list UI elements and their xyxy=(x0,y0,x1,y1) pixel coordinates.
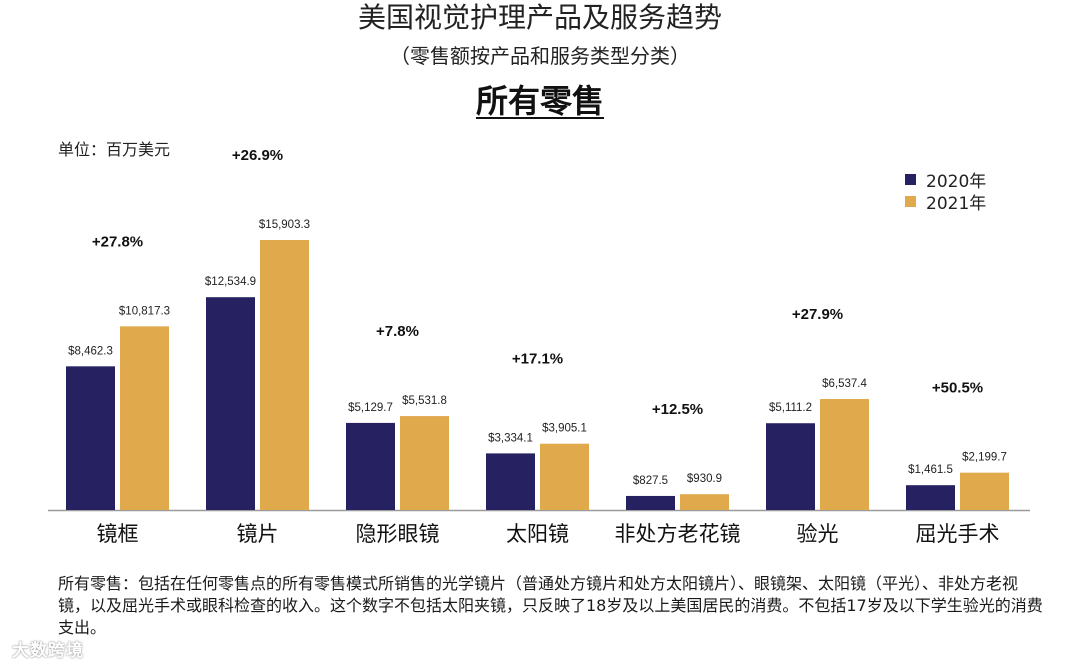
bar xyxy=(400,416,449,510)
data-label: $8,462.3 xyxy=(68,345,113,357)
section-heading: 所有零售 xyxy=(0,80,1080,122)
data-label: $10,817.3 xyxy=(119,305,170,317)
data-label: $3,334.1 xyxy=(488,432,533,444)
growth-label: +27.8% xyxy=(92,233,143,250)
bar xyxy=(120,326,169,510)
section-heading-text: 所有零售 xyxy=(475,82,604,120)
data-label: $6,537.4 xyxy=(822,378,867,390)
chart-title: 美国视觉护理产品及服务趋势 xyxy=(357,1,722,34)
growth-label: +17.1% xyxy=(512,351,563,368)
data-label: $5,531.8 xyxy=(402,395,447,407)
bar xyxy=(486,453,535,510)
footnote: 所有零售：包括在任何零售点的所有零售模式所销售的光学镜片（普通处方镜片和处方太阳… xyxy=(58,574,1043,637)
unit-label: 单位：百万美元 xyxy=(58,140,171,159)
legend-item-2020: 2020年 xyxy=(905,168,987,192)
bar xyxy=(906,485,955,510)
growth-label: +50.5% xyxy=(932,380,983,397)
bar xyxy=(260,240,309,510)
growth-label: +26.9% xyxy=(232,147,283,164)
data-label: $3,905.1 xyxy=(542,423,587,435)
bar xyxy=(540,443,589,510)
category-label: 隐形眼镜 xyxy=(356,522,440,546)
data-label: $15,903.3 xyxy=(259,219,310,231)
growth-label: +7.8% xyxy=(376,323,419,340)
category-label: 验光 xyxy=(797,522,839,546)
watermark: 大数跨境 xyxy=(12,641,84,661)
chart-legend: 2020年 2021年 xyxy=(905,168,987,214)
data-label: $5,129.7 xyxy=(348,402,393,414)
bar xyxy=(680,494,729,510)
bar xyxy=(626,495,675,510)
category-label: 镜片 xyxy=(237,522,279,546)
category-label: 太阳镜 xyxy=(506,522,569,546)
data-label: $1,461.5 xyxy=(908,464,953,476)
data-label: $12,534.9 xyxy=(205,276,256,288)
data-label: $827.5 xyxy=(633,475,668,487)
category-label: 镜框 xyxy=(97,522,139,546)
category-label: 非处方老花镜 xyxy=(615,522,741,546)
data-label: $930.9 xyxy=(687,473,722,485)
bar xyxy=(820,399,869,510)
bar xyxy=(766,423,815,510)
data-label: $2,199.7 xyxy=(962,452,1007,464)
growth-label: +12.5% xyxy=(652,401,703,418)
bar xyxy=(346,422,395,510)
legend-label-2021: 2021年 xyxy=(926,193,987,214)
bar xyxy=(960,472,1009,510)
growth-label: +27.9% xyxy=(792,306,843,323)
legend-label-2020: 2020年 xyxy=(926,171,987,192)
legend-swatch-2021 xyxy=(905,195,916,207)
category-label: 屈光手术 xyxy=(916,522,1000,546)
bar xyxy=(66,366,115,510)
bar-chart: $8,462.3 $10,817.3 +27.8% 镜框 $12,534.9 $15,90… xyxy=(48,147,1030,546)
legend-swatch-2020 xyxy=(905,173,916,185)
chart-subtitle: （零售额按产品和服务类型分类） xyxy=(390,44,690,68)
legend-item-2021: 2021年 xyxy=(905,190,987,214)
data-label: $5,111.2 xyxy=(769,402,812,414)
bar xyxy=(206,297,255,510)
